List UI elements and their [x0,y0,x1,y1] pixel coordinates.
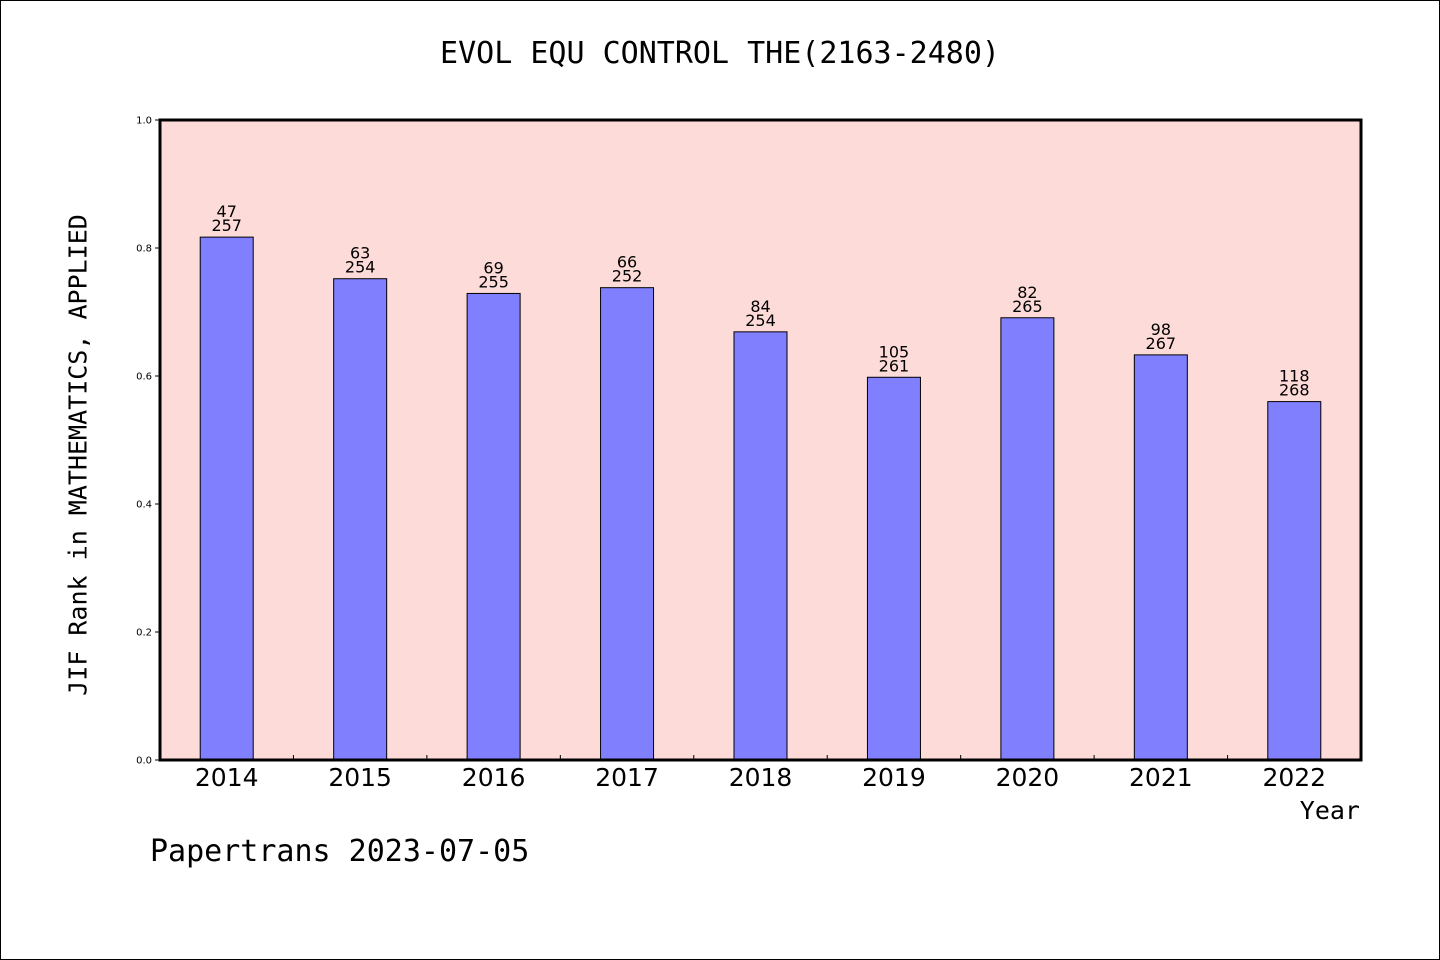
x-tick-label: 2020 [996,763,1060,792]
bar [866,376,921,761]
plot-border [158,118,1363,762]
x-tick-label: 2014 [195,763,259,792]
bar [1267,401,1322,761]
bar-total-label: 254 [345,258,376,277]
x-tick-label: 2019 [862,763,926,792]
bar [1000,317,1055,761]
y-tick-label: 0.6 [136,372,152,383]
x-tick-label: 2021 [1129,763,1193,792]
x-tick-label: 2018 [729,763,793,792]
y-tick-label: 0.0 [136,756,152,767]
bar [466,292,521,761]
x-tick-label: 2017 [595,763,659,792]
bar-rank-label: 69 [483,258,503,277]
bar [1133,354,1188,761]
bar [600,287,655,761]
y-tick-label: 0.4 [136,500,152,511]
footer-text: Papertrans 2023-07-05 [150,834,530,869]
bar-total-label: 267 [1146,334,1177,353]
y-tick-label: 0.2 [136,628,152,639]
bar-rank-label: 118 [1279,367,1310,386]
bar [199,236,254,761]
bar-rank-label: 66 [617,253,637,272]
chart-title: EVOL EQU CONTROL THE(2163-2480) [440,36,1000,71]
bar-rank-label: 82 [1017,283,1037,302]
bar-total-label: 261 [879,356,910,375]
x-tick-label: 2016 [462,763,526,792]
bar-total-label: 257 [211,216,242,235]
bar-rank-label: 105 [879,342,910,361]
bar-total-label: 255 [478,272,509,291]
x-tick-label: 2022 [1262,763,1326,792]
bar-rank-label: 98 [1151,320,1171,339]
bar-total-label: 265 [1012,297,1043,316]
bar-rank-label: 63 [350,244,370,263]
bar [733,331,788,761]
bar [333,278,388,761]
bar-rank-label: 47 [217,202,237,221]
x-axis-label: Year [1299,796,1360,825]
bar-rank-label: 84 [750,297,770,316]
bar-total-label: 268 [1279,381,1310,400]
bar-total-label: 254 [745,311,776,330]
y-tick-label: 0.8 [136,244,152,255]
y-axis-label: JIF Rank in MATHEMATICS, APPLIED [63,214,93,696]
y-tick-label: 1.0 [136,116,152,127]
x-tick-label: 2015 [328,763,392,792]
bar-total-label: 252 [612,267,643,286]
